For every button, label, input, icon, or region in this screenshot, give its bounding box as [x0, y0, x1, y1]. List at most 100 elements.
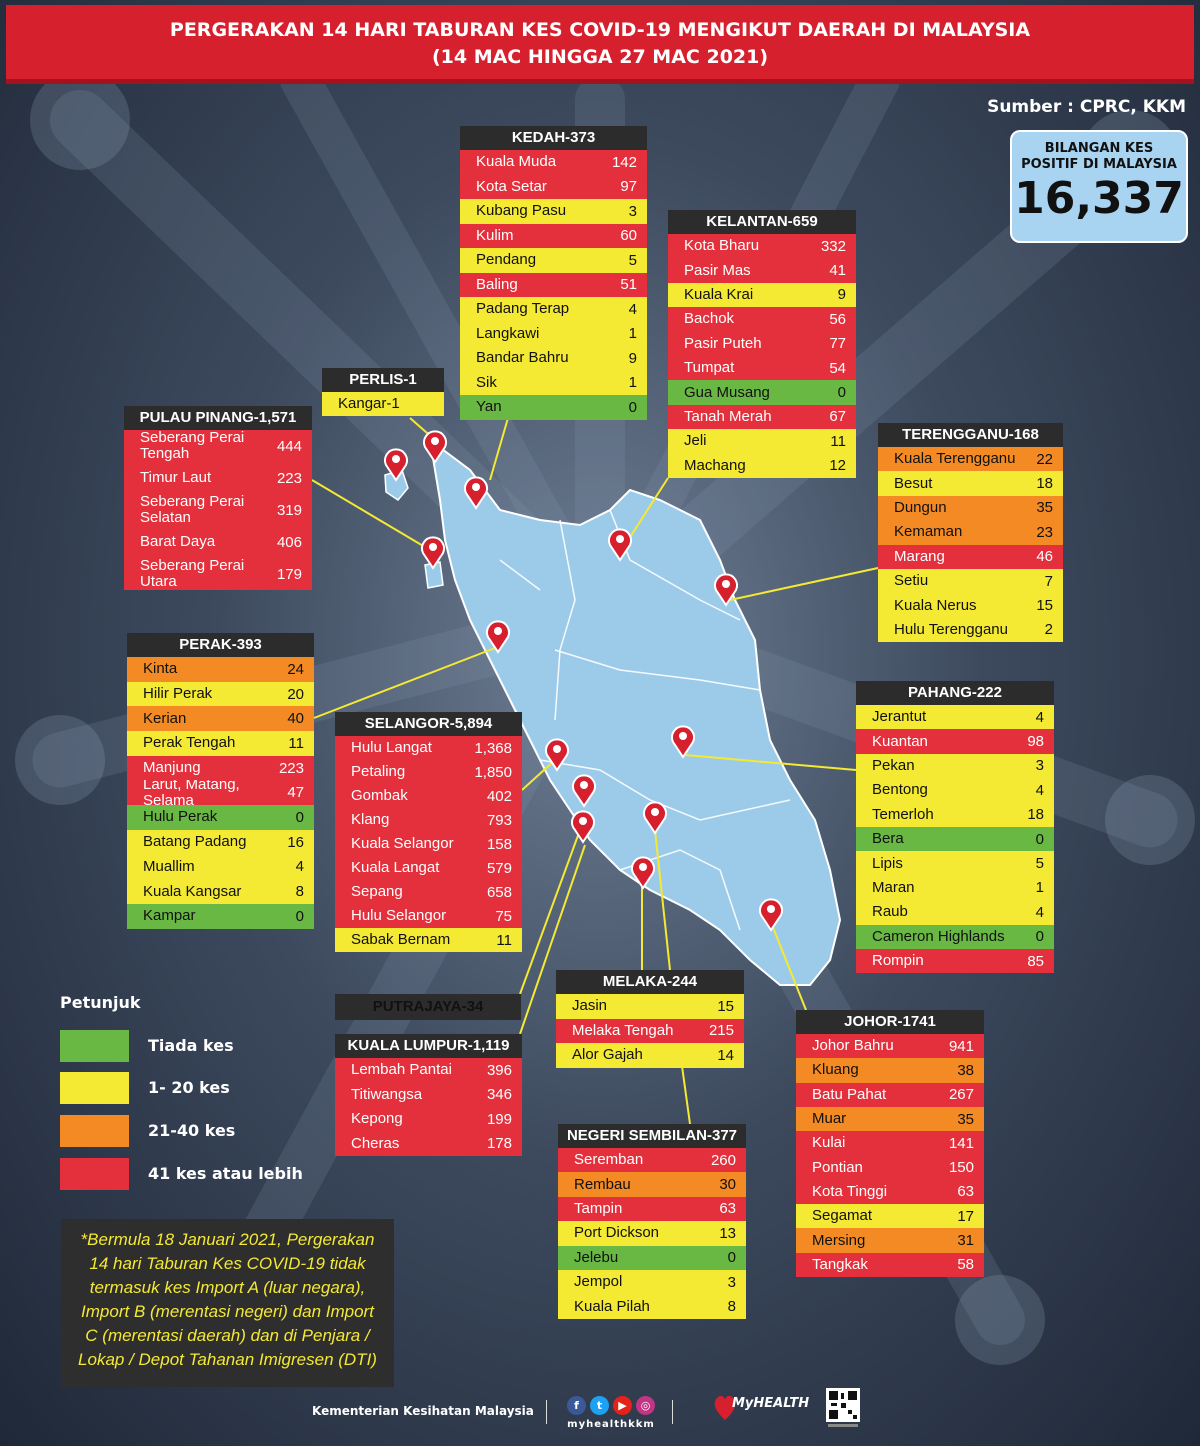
- table-row: Klang 793: [335, 808, 522, 832]
- table-row: Gua Musang 0: [668, 380, 856, 405]
- district-name: Hilir Perak: [143, 685, 213, 703]
- table-row: Jempol 3: [558, 1269, 746, 1295]
- district-name: Raub: [872, 903, 908, 921]
- table-row: Batang Padang 16: [127, 829, 314, 855]
- case-count: 51: [620, 276, 637, 294]
- district-name: Setiu: [894, 572, 929, 590]
- table-row: Johor Bahru 941: [796, 1034, 984, 1059]
- case-count: 9: [628, 349, 637, 367]
- case-count: 941: [948, 1037, 974, 1055]
- divider: [546, 1400, 547, 1424]
- table-row: Temerloh 18: [856, 802, 1054, 827]
- footnote: *Bermula 18 Januari 2021, Pergerakan 14 …: [61, 1219, 394, 1387]
- table-row: Kepong 199: [335, 1107, 522, 1132]
- district-name: Tangkak: [812, 1255, 868, 1273]
- district-name: Sabak Bernam: [351, 931, 451, 948]
- table-row: Jerantut 4: [856, 705, 1054, 730]
- district-name: Alor Gajah: [572, 1046, 643, 1064]
- case-count: 30: [719, 1176, 736, 1194]
- district-name: Jasin: [572, 997, 608, 1015]
- table-row: Sabak Bernam 11: [335, 928, 522, 952]
- table-row: Kemaman 23: [878, 520, 1063, 545]
- legend-swatch-red: [60, 1158, 129, 1190]
- legend-item-high: 41 kes atau lebih: [60, 1158, 360, 1192]
- district-name: Kuala Nerus: [894, 596, 977, 614]
- legend-swatch-green: [60, 1030, 129, 1062]
- district-name: Larut, Matang, Selama: [143, 780, 240, 806]
- table-row: Kampar 0: [127, 903, 314, 929]
- district-name: Batu Pahat: [812, 1085, 887, 1103]
- district-name: Pontian: [812, 1158, 863, 1176]
- case-count: 67: [829, 408, 846, 426]
- table-row: Alor Gajah 14: [556, 1043, 744, 1068]
- table-row: Hulu Langat 1,368: [335, 736, 522, 760]
- district-name: Petaling: [351, 763, 406, 780]
- table-row: Rembau 30: [558, 1172, 746, 1197]
- district-name: Kubang Pasu: [476, 202, 567, 220]
- table-row: Petaling 1,850: [335, 760, 522, 784]
- table-row: Langkawi 1: [460, 321, 647, 346]
- case-count: 346: [486, 1086, 512, 1104]
- district-name: Yan: [476, 398, 502, 416]
- district-name: Cheras: [351, 1134, 400, 1152]
- district-name: Tanah Merah: [684, 407, 772, 425]
- case-count: 77: [829, 335, 846, 353]
- table-row: Kuala Langat 579: [335, 856, 522, 880]
- twitter-icon[interactable]: t: [590, 1396, 609, 1415]
- case-count: 0: [628, 398, 637, 416]
- table-row: Cheras 178: [335, 1131, 522, 1156]
- instagram-icon[interactable]: ◎: [636, 1396, 655, 1415]
- case-count: 3: [727, 1273, 736, 1291]
- case-count: 58: [957, 1256, 974, 1274]
- table-selangor: SELANGOR-5,894 Hulu Langat 1,368 Petaling 1,…: [335, 712, 522, 952]
- case-count: 41: [829, 262, 846, 280]
- case-count: 141: [948, 1134, 974, 1152]
- case-count: 1,850: [474, 763, 512, 781]
- table-perlis: PERLIS-1 Kangar-1: [322, 368, 444, 416]
- map-pin-pahang: [671, 725, 695, 759]
- district-name: Port Dickson: [574, 1224, 660, 1242]
- case-count: 319: [276, 501, 302, 519]
- case-count: 63: [957, 1183, 974, 1201]
- table-row: Kuantan 98: [856, 729, 1054, 754]
- table-row: Jeli 11: [668, 429, 856, 454]
- district-name: Tumpat: [684, 359, 735, 377]
- case-count: 4: [295, 858, 304, 876]
- case-count: 11: [496, 931, 512, 949]
- page-title-banner: PERGERAKAN 14 HARI TABURAN KES COVID-19 …: [6, 5, 1194, 84]
- district-name: Langkawi: [476, 324, 540, 342]
- case-count: 260: [710, 1151, 736, 1169]
- case-count: 46: [1036, 548, 1053, 566]
- table-row: Dungun 35: [878, 495, 1063, 521]
- table-row: Kota Bharu 332: [668, 234, 856, 259]
- district-name: Timur Laut: [140, 469, 212, 486]
- kedah-title: KEDAH-373: [460, 126, 647, 150]
- district-name: Hulu Selangor: [351, 907, 447, 924]
- table-row: Mersing 31: [796, 1228, 984, 1253]
- map-pin-langkawi: [384, 448, 408, 482]
- case-count: 396: [486, 1061, 512, 1079]
- district-name: Cameron Highlands: [872, 927, 1005, 945]
- youtube-icon[interactable]: ▶: [613, 1396, 632, 1415]
- case-count: 40: [287, 710, 304, 728]
- case-count: 332: [820, 237, 846, 255]
- case-count: 3: [1035, 757, 1044, 775]
- case-count: 98: [1027, 733, 1044, 751]
- table-row: Pasir Puteh 77: [668, 331, 856, 356]
- district-name: Pendang: [476, 251, 537, 269]
- ns-title: NEGERI SEMBILAN-377: [558, 1124, 746, 1148]
- table-row: Padang Terap 4: [460, 297, 647, 322]
- district-name: Kota Bharu: [684, 237, 760, 255]
- table-row: Pasir Mas 41: [668, 258, 856, 283]
- table-row: Hilir Perak 20: [127, 681, 314, 707]
- district-name: Kuala Muda: [476, 153, 557, 171]
- facebook-icon[interactable]: f: [567, 1396, 586, 1415]
- district-name: Segamat: [812, 1207, 873, 1225]
- district-name: Seberang Perai Selatan: [140, 494, 245, 526]
- case-count: 793: [486, 811, 512, 829]
- case-count: 60: [620, 227, 637, 245]
- case-count: 38: [957, 1061, 974, 1079]
- case-count: 1: [628, 325, 637, 343]
- source-label: Sumber : CPRC, KKM: [987, 97, 1186, 117]
